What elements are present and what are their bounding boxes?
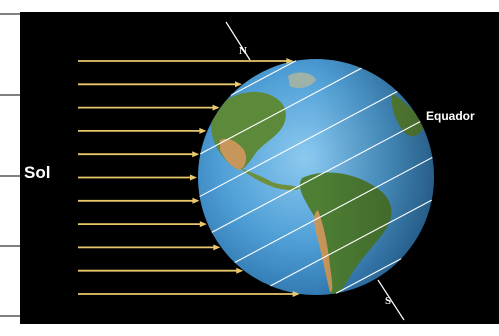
sun-ray-arrowhead — [236, 267, 244, 274]
latitude-line — [335, 258, 402, 294]
latitude-line — [199, 90, 398, 198]
sun-ray-arrowhead — [292, 291, 300, 297]
sun-ray-arrowhead — [190, 174, 198, 181]
sun-label: Sol — [24, 163, 50, 182]
sun-ray-arrowhead — [234, 81, 242, 88]
mexico-desert — [220, 138, 247, 170]
latitude-line — [230, 60, 297, 96]
latitude-line — [270, 199, 432, 287]
south-pole-label: S — [385, 295, 391, 307]
latitude-line — [200, 67, 362, 155]
latitude-lines — [199, 60, 433, 294]
margin-ticks — [0, 13, 20, 317]
rotation-axis-south — [377, 279, 405, 321]
equator-label: Equador — [426, 109, 475, 123]
sun-ray-arrowhead — [213, 244, 221, 251]
sun-ray-arrowhead — [199, 127, 207, 134]
rotation-axis-north — [225, 21, 251, 61]
sun-ray-arrowhead — [286, 58, 294, 64]
sun-ray-arrowhead — [192, 151, 200, 158]
latitude-line — [234, 156, 433, 264]
sun-ray-arrowhead — [199, 221, 207, 228]
greenland — [288, 72, 316, 88]
sun-ray-arrowhead — [192, 197, 200, 204]
sun-ray-arrowhead — [212, 104, 220, 111]
sun-rays — [78, 58, 300, 297]
north-pole-label: N — [239, 45, 247, 57]
latitude-line — [211, 121, 421, 233]
